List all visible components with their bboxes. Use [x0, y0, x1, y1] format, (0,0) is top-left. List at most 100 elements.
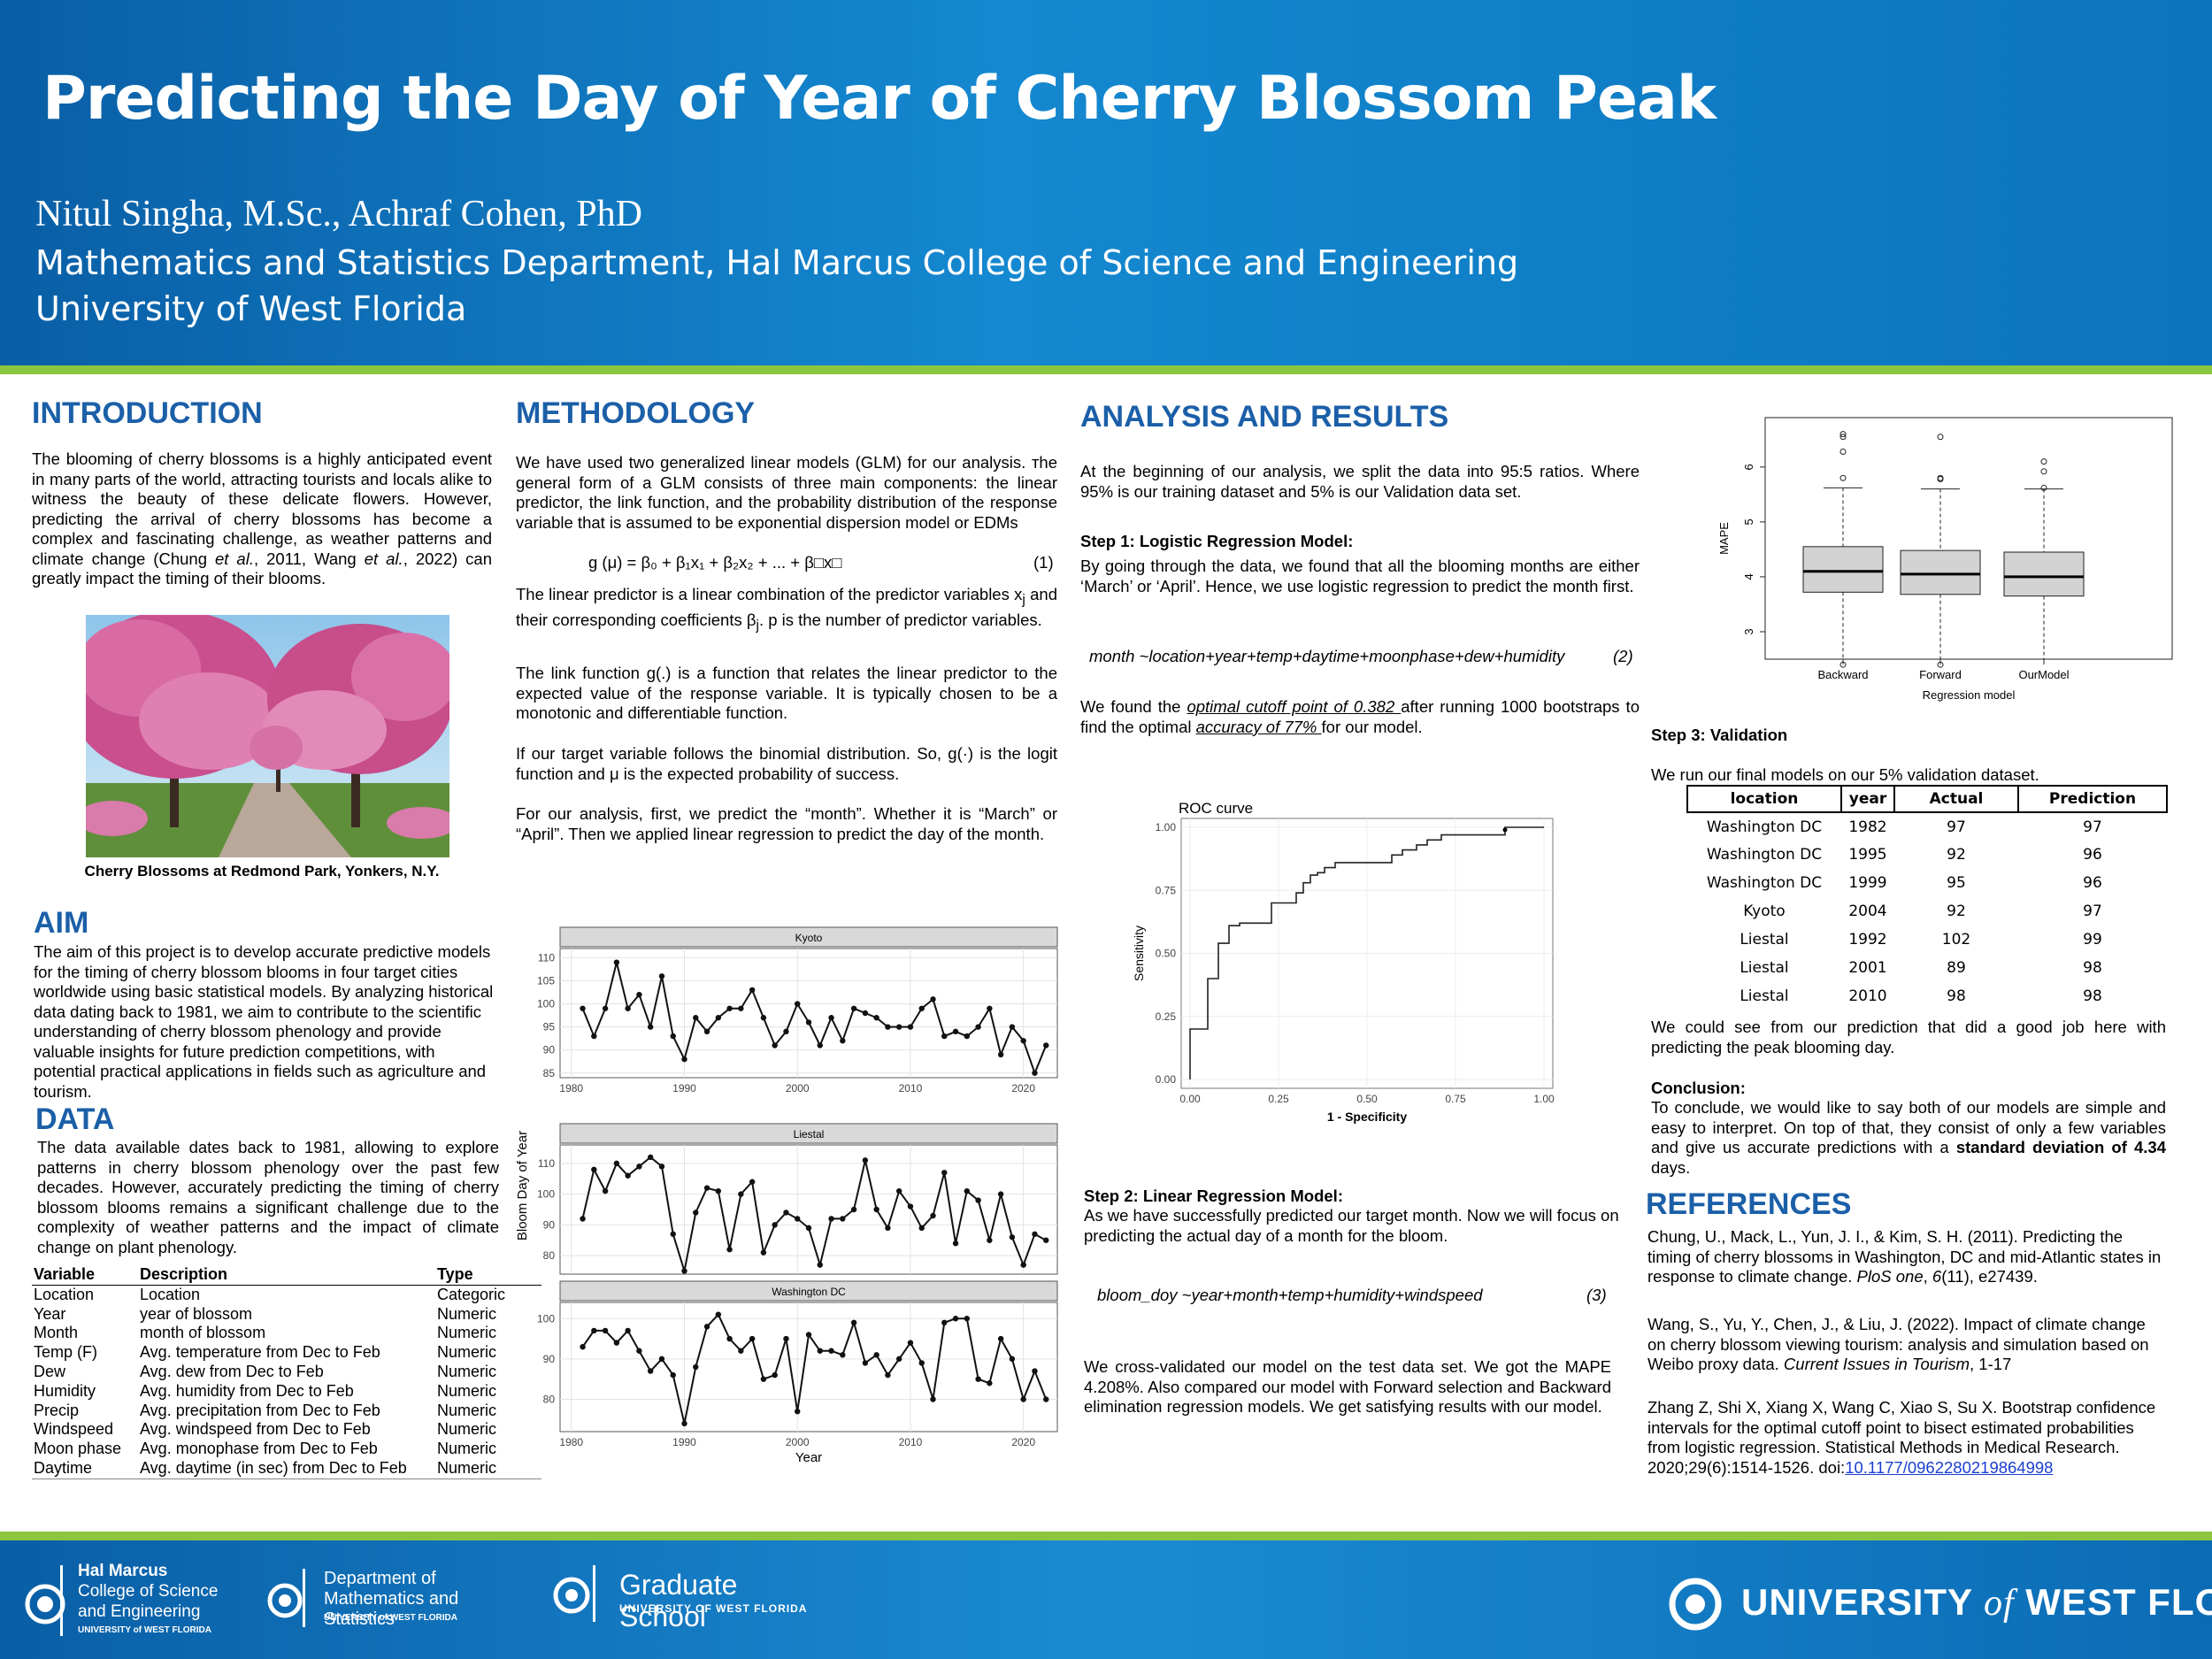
plot-area: [1764, 417, 2173, 660]
equation-2-number: (2): [1613, 647, 1633, 665]
table-cell: Precip: [34, 1401, 80, 1419]
data-point: [1032, 1368, 1038, 1374]
y-tick-label: 0.75: [1156, 884, 1177, 896]
x-tick-label: 1990: [672, 1436, 696, 1448]
panel-background: [559, 1144, 1058, 1275]
table-cell: Avg. monophase from Dec to Feb: [140, 1440, 378, 1458]
data-point: [772, 1042, 778, 1048]
bloom-timeseries-chart: Kyoto 85 90 95 100 105 110 1980 1990 2000 2010 2020…: [515, 926, 1058, 1465]
x-tick-label: 0.00: [1179, 1093, 1201, 1105]
data-point: [749, 987, 756, 994]
table-cell: 89: [1947, 959, 1966, 977]
data-point: [658, 973, 665, 979]
step1-title: Step 1: Logistic Regression Model:: [1080, 532, 1354, 550]
data-point: [840, 1038, 846, 1044]
data-point: [715, 1311, 722, 1317]
data-point: [873, 1015, 879, 1021]
doi-link[interactable]: 10.1177/0962280219864998: [1845, 1457, 2054, 1477]
table-row: Month month of blossom Numeric: [32, 1324, 541, 1343]
data-point: [580, 1005, 586, 1011]
data-point: [760, 1015, 767, 1021]
data-point: [636, 991, 642, 998]
outlier-point: [2040, 458, 2047, 465]
methodology-p3: The link function g(.) is a function tha…: [516, 664, 1057, 722]
table-cell: 96: [2083, 874, 2102, 892]
table-row: Washington DC 1999 95 96: [1687, 869, 2167, 897]
data-point: [636, 1348, 642, 1354]
roc-line: [1189, 826, 1544, 1079]
table-cell: Dew: [34, 1362, 66, 1380]
data-point: [738, 1005, 744, 1011]
data-point: [964, 1033, 971, 1040]
x-tick-label: 2020: [1011, 1082, 1035, 1094]
data-point: [952, 1240, 959, 1247]
table-cell: 92: [1947, 846, 1966, 864]
references-heading: REFERENCES: [1646, 1187, 1852, 1221]
table-cell: 1992: [1848, 931, 1887, 949]
methodology-p2: The linear predictor is a linear combina…: [516, 585, 1057, 634]
data-point: [895, 1356, 902, 1363]
data-point: [1009, 1356, 1016, 1363]
data-point: [693, 1015, 699, 1021]
data-point: [805, 1225, 812, 1232]
table-cell: Location: [34, 1285, 95, 1303]
data-point: [760, 1376, 767, 1382]
data-point: [930, 996, 936, 1002]
table-row: Windspeed Avg. windspeed from Dec to Feb N…: [32, 1420, 541, 1440]
x-tick-label: Forward: [1919, 668, 1962, 681]
table-cell: Washington DC: [1706, 818, 1823, 836]
data-point: [975, 1197, 981, 1203]
data-point: [715, 1187, 722, 1194]
outlier-point: [2040, 468, 2047, 475]
data-point: [997, 1191, 1004, 1197]
table-row: Location Location Categoric: [32, 1285, 541, 1304]
col-actual: Actual: [1893, 785, 2019, 813]
data-point: [795, 1216, 801, 1222]
data-point: [670, 1371, 676, 1379]
y-tick-label: 0.00: [1156, 1073, 1177, 1086]
table-cell: 95: [1947, 874, 1966, 892]
data-point: [772, 1371, 778, 1379]
table-cell: 2010: [1848, 987, 1887, 1005]
y-tick-label: 6: [1742, 464, 1755, 470]
data-point: [1043, 1042, 1049, 1048]
outlier-point: [1839, 448, 1847, 455]
data-point: [817, 1042, 823, 1048]
roc-curve-chart: ROC curve 0.000.00 0.25 0.25 0.50 0.50 0.75 0.7…: [1132, 800, 1555, 1124]
data-point: [693, 1210, 699, 1216]
data-point: [1043, 1237, 1049, 1243]
table-cell: month of blossom: [140, 1324, 266, 1342]
table-cell: Numeric: [437, 1420, 497, 1439]
methodology-p4: If our target variable follows the binom…: [516, 744, 1057, 783]
table-cell: 97: [2083, 818, 2102, 836]
graduate-school-logo: Graduate School UNIVERSITY OF WEST FLORI…: [550, 1565, 816, 1636]
intro-heading: INTRODUCTION: [32, 396, 263, 430]
photo-caption: Cherry Blossoms at Redmond Park, Yonkers…: [84, 863, 440, 879]
x-tick-label: 2000: [786, 1082, 810, 1094]
outlier-point: [1839, 474, 1847, 481]
equation-3-number: (3): [1586, 1286, 1607, 1304]
panel-background: [559, 948, 1058, 1079]
bottom-accent-bar: [0, 1532, 2212, 1540]
table-cell: 2001: [1848, 959, 1887, 977]
data-point: [828, 1216, 834, 1222]
data-point: [941, 1170, 948, 1176]
data-point: [703, 1185, 710, 1191]
table-cell: Humidity: [34, 1381, 96, 1400]
table-cell: year of blossom: [140, 1304, 253, 1323]
analysis-heading: ANALYSIS AND RESULTS: [1080, 400, 1449, 434]
cross-validation-text: We cross-validated our model on the test…: [1084, 1357, 1611, 1416]
data-point: [987, 1380, 993, 1386]
table-cell: Washington DC: [1706, 874, 1823, 892]
cherry-blossom-photo: [86, 615, 449, 857]
step1-text: By going through the data, we found that…: [1080, 557, 1640, 595]
x-tick-label: 2010: [899, 1436, 923, 1448]
data-point: [749, 1179, 756, 1185]
data-point: [941, 1319, 948, 1326]
data-point: [1009, 1024, 1016, 1030]
table-row: Kyoto 2004 92 97: [1687, 897, 2167, 926]
data-point: [591, 1327, 597, 1334]
box: [1900, 549, 1981, 595]
table-cell: 99: [2083, 931, 2102, 949]
